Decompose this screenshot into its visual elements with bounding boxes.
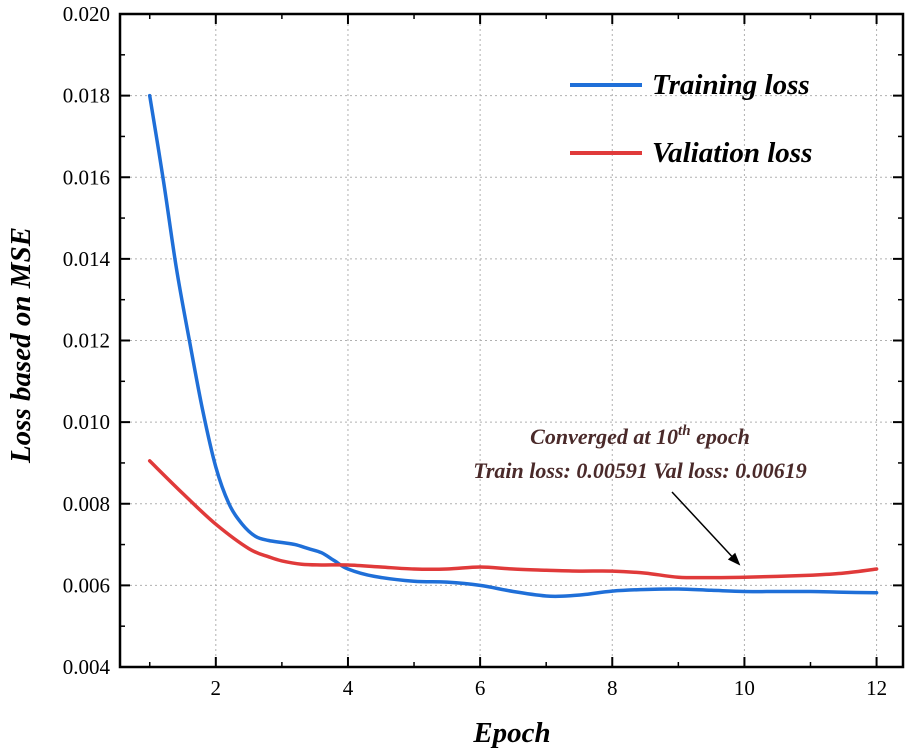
annotation-arrow <box>671 491 733 557</box>
y-tick-label: 0.006 <box>63 573 110 597</box>
y-tick-label: 0.004 <box>63 655 111 679</box>
legend-label-training: Training loss <box>652 69 810 101</box>
y-tick-label: 0.016 <box>63 165 110 189</box>
axis-ticks <box>120 13 903 668</box>
legend: Training loss Valiation loss <box>570 69 812 169</box>
validation-loss-line <box>147 459 879 580</box>
x-tick-label: 12 <box>866 676 887 700</box>
y-tick-label: 0.010 <box>63 410 110 434</box>
annotation-prefix: Converged at 10 <box>530 424 678 449</box>
y-tick-label: 0.014 <box>63 247 111 271</box>
y-axis-title: Loss based on MSE <box>5 227 37 464</box>
x-tick-label: 4 <box>343 676 354 700</box>
annotation-suffix: epoch <box>691 424 750 449</box>
legend-label-validation: Valiation loss <box>652 137 812 169</box>
annotation-line-1: Converged at 10th epoch <box>530 423 750 449</box>
annotation-arrow-head <box>727 552 741 566</box>
y-tick-label: 0.008 <box>63 492 110 516</box>
annotation-line-2: Train loss: 0.00591 Val loss: 0.00619 <box>473 458 807 483</box>
series-lines <box>147 93 879 599</box>
y-tick-labels: 0.004 0.006 0.008 0.010 0.012 0.014 0.016 0.018… <box>63 2 111 679</box>
convergence-annotation: Converged at 10th epoch Train loss: 0.00… <box>473 423 807 566</box>
x-tick-label: 10 <box>734 676 755 700</box>
y-tick-label: 0.018 <box>63 84 110 108</box>
x-tick-labels: 2 4 6 8 10 12 <box>211 676 888 700</box>
x-axis-title: Epoch <box>472 717 550 749</box>
y-tick-label: 0.020 <box>63 2 110 26</box>
annotation-superscript: th <box>678 423 691 439</box>
y-tick-label: 0.012 <box>63 329 110 353</box>
x-tick-label: 6 <box>475 676 486 700</box>
x-tick-label: 8 <box>607 676 618 700</box>
x-tick-label: 2 <box>211 676 222 700</box>
training-loss-line <box>147 93 879 599</box>
grid-lines <box>120 14 903 667</box>
